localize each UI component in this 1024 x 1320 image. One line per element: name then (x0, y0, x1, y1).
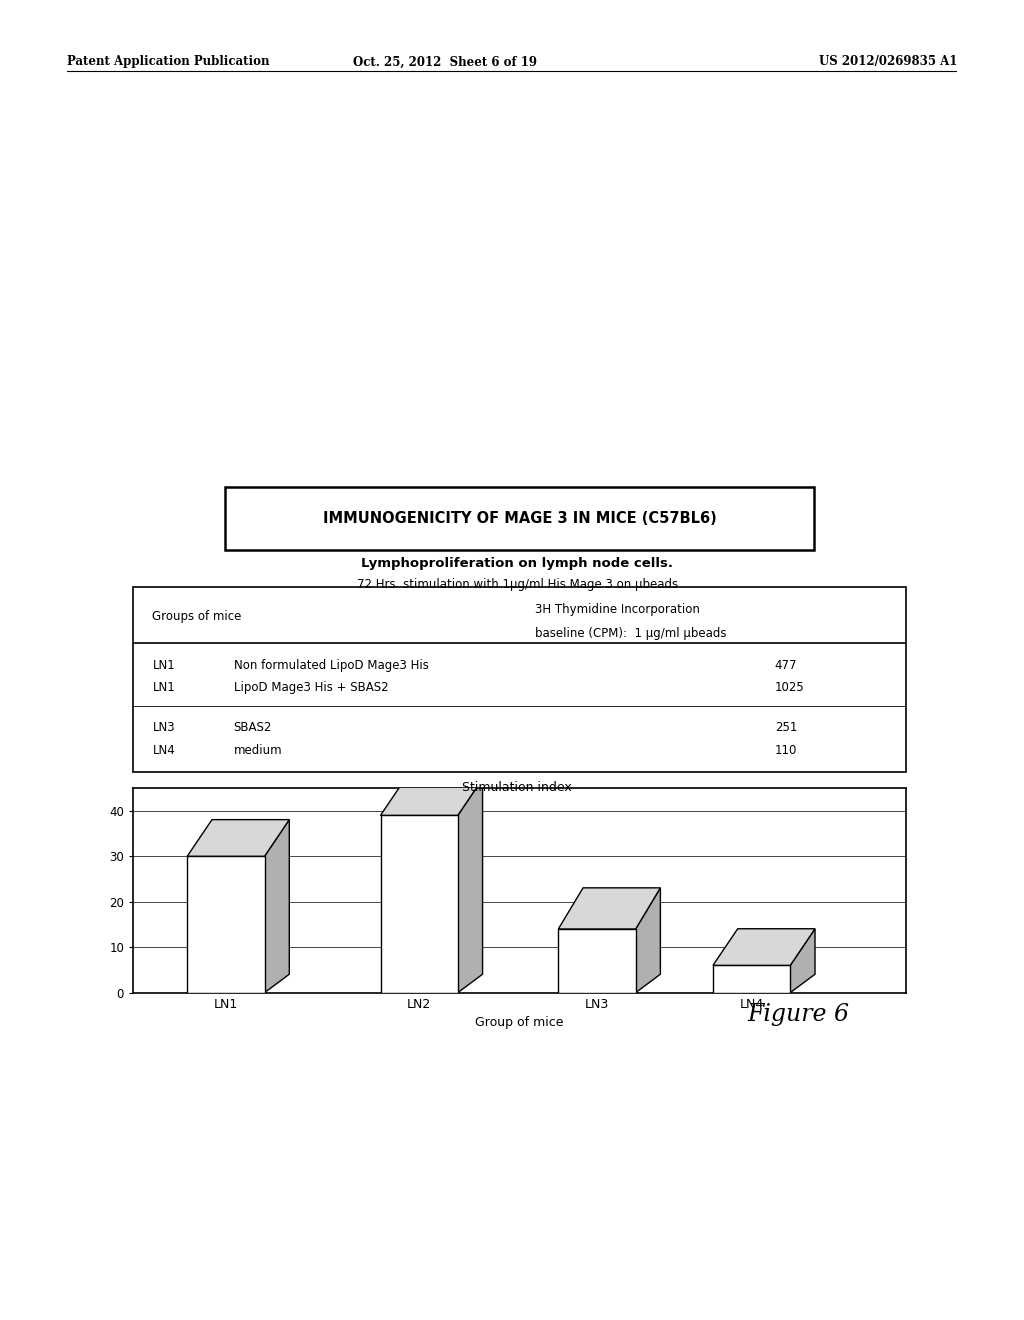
Text: baseline (CPM):  1 μg/ml μbeads: baseline (CPM): 1 μg/ml μbeads (536, 627, 727, 640)
Text: Patent Application Publication: Patent Application Publication (67, 55, 269, 69)
Polygon shape (187, 820, 290, 857)
Polygon shape (791, 929, 815, 993)
Text: 251: 251 (775, 721, 798, 734)
Text: 3H Thymidine Incorporation: 3H Thymidine Incorporation (536, 603, 700, 616)
X-axis label: Group of mice: Group of mice (475, 1016, 564, 1030)
Text: Oct. 25, 2012  Sheet 6 of 19: Oct. 25, 2012 Sheet 6 of 19 (353, 55, 538, 69)
Polygon shape (558, 888, 660, 929)
Text: 477: 477 (775, 659, 798, 672)
Bar (187, 857, 264, 993)
Text: 110: 110 (775, 743, 798, 756)
Text: US 2012/0269835 A1: US 2012/0269835 A1 (819, 55, 957, 69)
Text: IMMUNOGENICITY OF MAGE 3 IN MICE (C57BL6): IMMUNOGENICITY OF MAGE 3 IN MICE (C57BL6… (323, 511, 717, 527)
Text: LipoD Mage3 His + SBAS2: LipoD Mage3 His + SBAS2 (233, 681, 388, 694)
Bar (558, 929, 636, 993)
Polygon shape (458, 779, 482, 993)
Text: Groups of mice: Groups of mice (153, 610, 242, 623)
Text: Figure 6: Figure 6 (748, 1003, 850, 1026)
Polygon shape (264, 820, 290, 993)
Text: Non formulated LipoD Mage3 His: Non formulated LipoD Mage3 His (233, 659, 428, 672)
Polygon shape (381, 779, 482, 816)
Text: Lymphoproliferation on lymph node cells.: Lymphoproliferation on lymph node cells. (361, 557, 673, 570)
Bar (713, 965, 791, 993)
Text: 72 Hrs. stimulation with 1μg/ml His Mage 3 on μbeads: 72 Hrs. stimulation with 1μg/ml His Mage… (356, 578, 678, 591)
Text: LN1: LN1 (153, 681, 175, 694)
Text: LN3: LN3 (153, 721, 175, 734)
Text: SBAS2: SBAS2 (233, 721, 272, 734)
Text: medium: medium (233, 743, 283, 756)
Text: 1025: 1025 (775, 681, 805, 694)
Text: LN1: LN1 (153, 659, 175, 672)
Polygon shape (636, 888, 660, 993)
Text: LN4: LN4 (153, 743, 175, 756)
Polygon shape (713, 929, 815, 965)
Bar (381, 816, 458, 993)
Text: Stimulation index: Stimulation index (462, 781, 572, 795)
